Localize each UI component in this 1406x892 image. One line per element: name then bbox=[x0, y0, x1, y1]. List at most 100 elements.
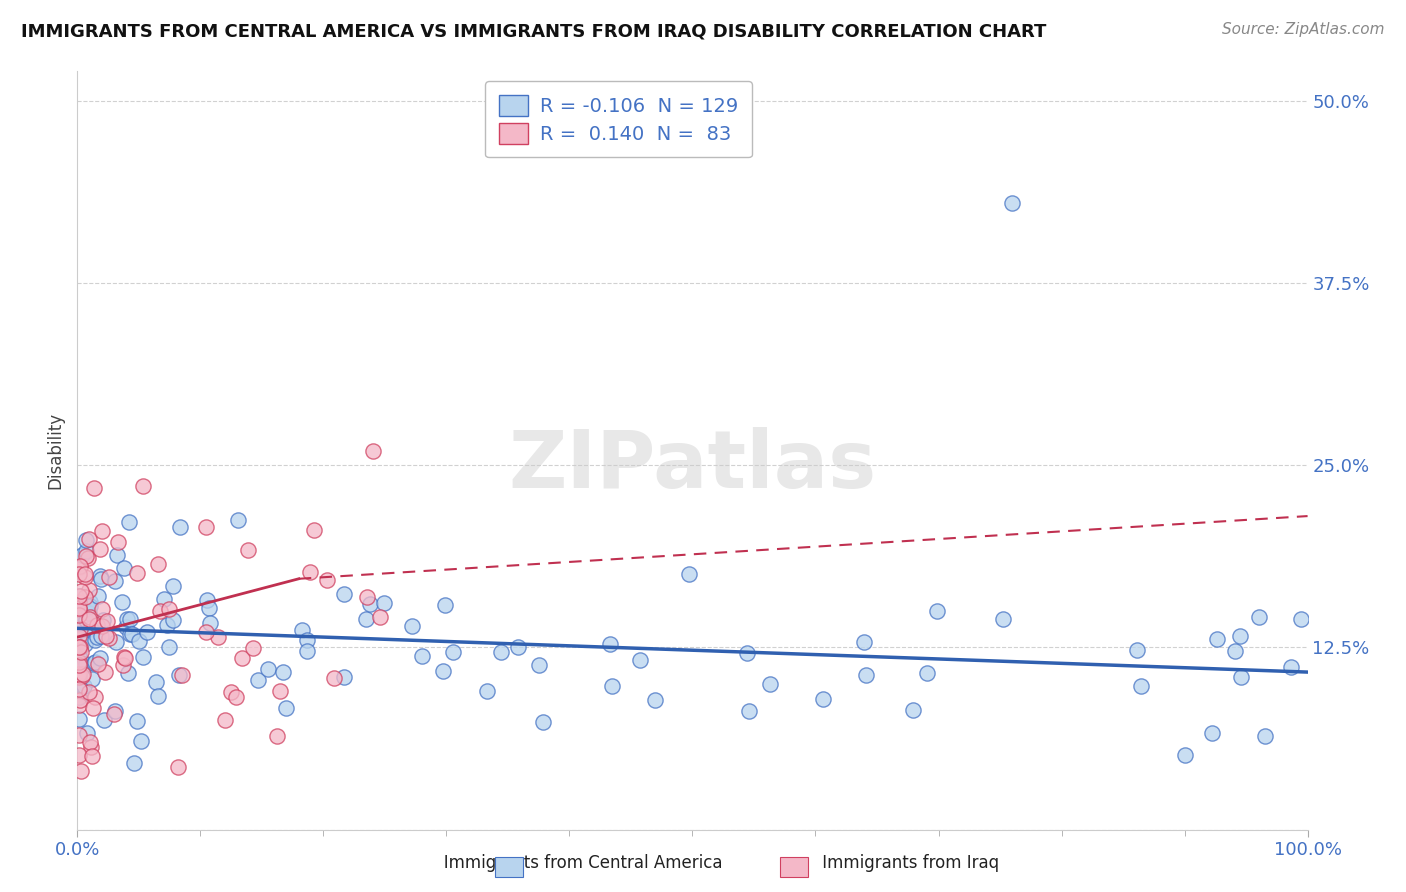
Point bbox=[94, 665, 117, 679]
Point bbox=[118, 627, 141, 641]
Point bbox=[84, 655, 107, 669]
Point bbox=[901, 703, 924, 717]
Point bbox=[67, 682, 90, 697]
Point bbox=[90, 602, 112, 616]
Point bbox=[1229, 629, 1251, 643]
Point bbox=[132, 479, 155, 493]
Point bbox=[411, 648, 433, 663]
Point bbox=[93, 713, 115, 727]
Point bbox=[295, 633, 318, 648]
Point bbox=[76, 726, 98, 740]
Point bbox=[67, 607, 90, 622]
Point bbox=[125, 566, 148, 581]
Point bbox=[80, 672, 103, 686]
Point bbox=[125, 714, 148, 729]
Point bbox=[167, 668, 190, 682]
Point bbox=[1201, 725, 1223, 739]
Point bbox=[86, 618, 108, 632]
Point bbox=[73, 569, 96, 583]
Point bbox=[67, 598, 90, 612]
Point bbox=[855, 668, 877, 682]
Point bbox=[1130, 680, 1153, 694]
Point bbox=[73, 567, 96, 582]
Point bbox=[489, 644, 512, 658]
Point bbox=[82, 700, 104, 714]
Point bbox=[169, 519, 191, 533]
Point bbox=[69, 640, 91, 654]
Point bbox=[69, 589, 91, 603]
Point bbox=[90, 629, 112, 643]
Point bbox=[333, 670, 356, 684]
Point bbox=[368, 609, 391, 624]
Point bbox=[242, 641, 264, 656]
Point bbox=[145, 674, 167, 689]
Point bbox=[925, 604, 948, 618]
Point bbox=[136, 625, 159, 640]
Point bbox=[67, 712, 90, 726]
Point bbox=[1279, 660, 1302, 674]
Text: Source: ZipAtlas.com: Source: ZipAtlas.com bbox=[1222, 22, 1385, 37]
Point bbox=[77, 685, 100, 699]
Point bbox=[194, 520, 217, 534]
Point bbox=[79, 599, 101, 613]
Point bbox=[759, 677, 782, 691]
Point bbox=[72, 667, 94, 681]
Point bbox=[599, 636, 621, 650]
Point bbox=[67, 747, 90, 762]
Point bbox=[70, 679, 93, 693]
Point bbox=[111, 658, 134, 673]
Y-axis label: Disability: Disability bbox=[46, 412, 65, 489]
Point bbox=[67, 629, 90, 643]
Text: ZIPatlas: ZIPatlas bbox=[509, 426, 876, 505]
Point bbox=[69, 560, 91, 574]
Point bbox=[129, 734, 152, 748]
Point bbox=[67, 602, 90, 616]
Point bbox=[198, 600, 221, 615]
Point bbox=[89, 569, 111, 583]
Point bbox=[75, 637, 97, 651]
Point bbox=[236, 542, 259, 557]
Point bbox=[302, 523, 325, 537]
Point bbox=[356, 591, 378, 605]
Point bbox=[359, 597, 381, 611]
Point bbox=[271, 665, 294, 679]
Point bbox=[83, 690, 105, 705]
Point bbox=[432, 664, 454, 678]
Point bbox=[628, 653, 651, 667]
Point bbox=[96, 615, 118, 629]
Point bbox=[89, 542, 111, 557]
Point bbox=[111, 595, 134, 609]
Point bbox=[67, 640, 90, 655]
Point bbox=[70, 669, 93, 683]
Point bbox=[195, 593, 218, 607]
Point bbox=[97, 631, 120, 645]
Point bbox=[112, 650, 135, 665]
Point bbox=[157, 602, 180, 616]
Point bbox=[80, 739, 103, 754]
Point bbox=[132, 650, 155, 665]
Point bbox=[67, 632, 90, 646]
Point bbox=[1174, 747, 1197, 762]
Point bbox=[69, 640, 91, 654]
Point bbox=[82, 749, 104, 764]
Point bbox=[1001, 195, 1024, 210]
Point bbox=[67, 603, 90, 617]
Point bbox=[77, 612, 100, 626]
Point bbox=[69, 559, 91, 574]
Point bbox=[75, 613, 97, 627]
Point bbox=[600, 679, 623, 693]
Point bbox=[291, 624, 314, 638]
Point bbox=[157, 640, 180, 654]
Point bbox=[69, 684, 91, 698]
Point bbox=[89, 651, 111, 665]
Point bbox=[69, 615, 91, 630]
Point bbox=[531, 715, 554, 730]
Point bbox=[103, 707, 125, 722]
Point bbox=[83, 481, 105, 495]
Point bbox=[70, 583, 93, 598]
Point bbox=[811, 691, 834, 706]
Point bbox=[276, 701, 298, 715]
Point bbox=[1289, 612, 1312, 626]
Point bbox=[146, 558, 169, 572]
Point bbox=[991, 612, 1014, 626]
